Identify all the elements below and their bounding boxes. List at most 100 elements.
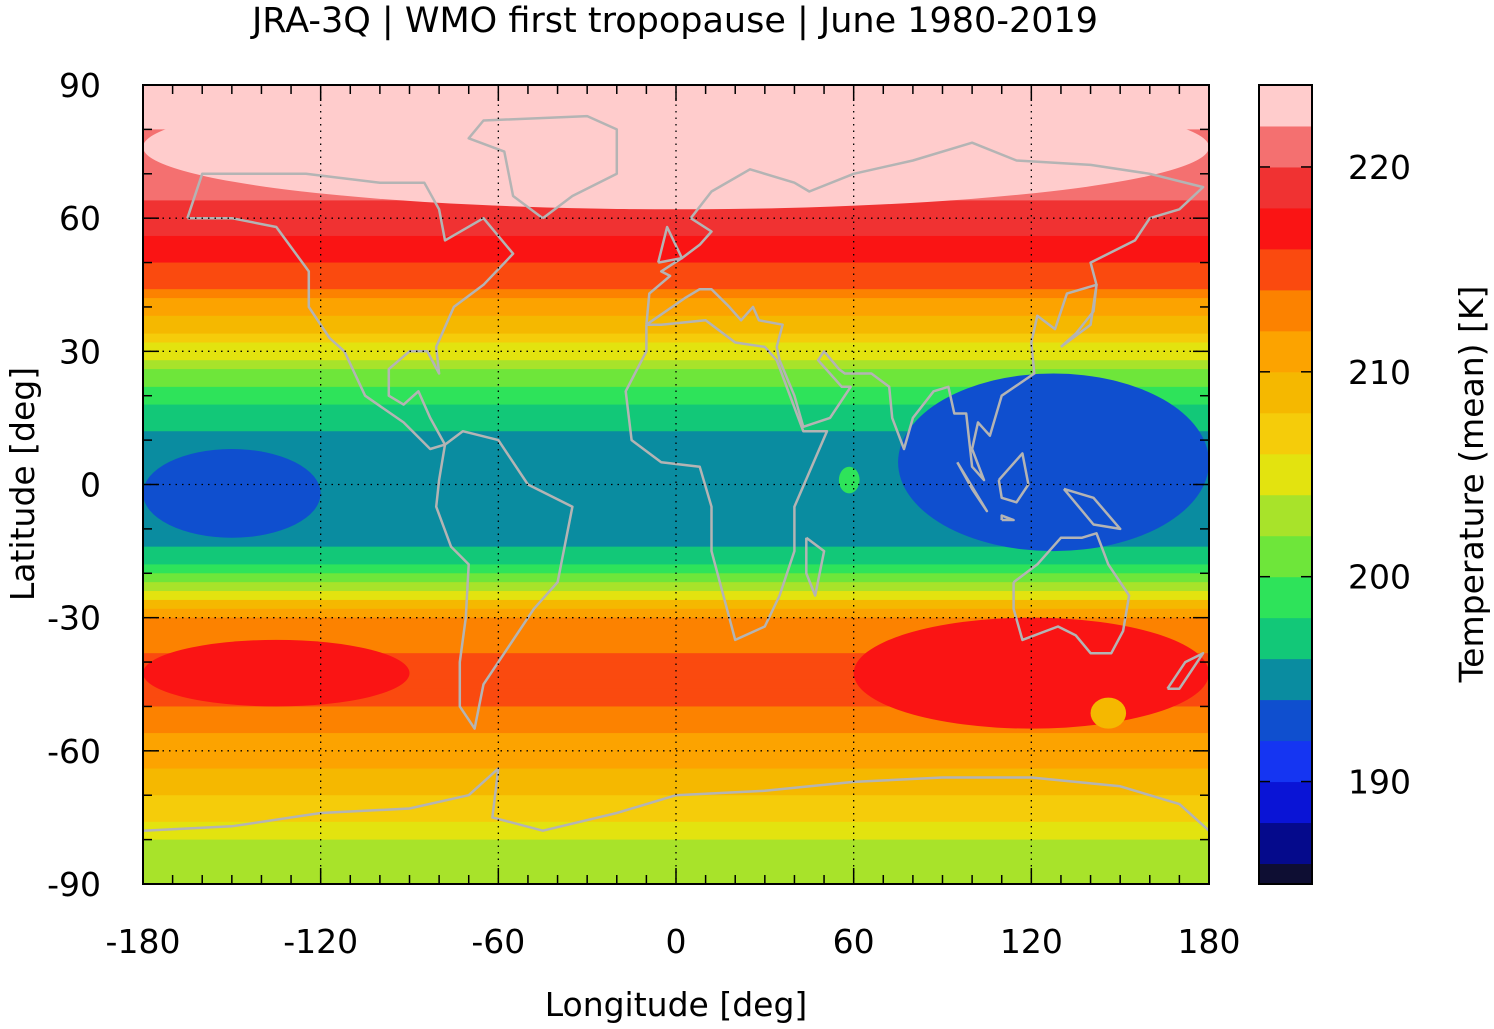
y-tick-label: -90 — [47, 865, 101, 904]
coastlines — [143, 114, 1209, 832]
x-tick-label: 180 — [1178, 922, 1241, 961]
coastline — [1012, 532, 1131, 655]
colorbar-level — [1259, 125, 1312, 168]
field-band — [143, 227, 1209, 237]
field-band — [143, 857, 1209, 867]
colorbar-level — [1259, 412, 1312, 455]
field-band — [143, 448, 1209, 459]
field-band — [143, 422, 1209, 432]
field-band — [143, 431, 1209, 441]
field-band — [143, 706, 1209, 716]
coastline — [1062, 487, 1122, 531]
field-band — [143, 537, 1209, 548]
field-band — [143, 777, 1209, 787]
field-band — [143, 804, 1209, 814]
field-band — [143, 635, 1209, 645]
colorbar-level — [1259, 658, 1312, 701]
x-tick-label: -180 — [106, 922, 181, 961]
colorbar-level — [1259, 863, 1312, 885]
x-axis-label: Longitude [deg] — [545, 985, 808, 1024]
coastline — [1060, 283, 1098, 348]
field-band — [143, 830, 1209, 841]
y-tick-label: 0 — [80, 466, 101, 505]
field-band — [143, 351, 1209, 361]
plot-frame — [142, 84, 1210, 885]
field-band — [143, 475, 1209, 486]
y-tick-label: 90 — [59, 66, 101, 105]
colorbar-tick-label: 200 — [1348, 558, 1411, 597]
y-tick-label: -60 — [47, 732, 101, 771]
field-band — [143, 466, 1209, 477]
field-band — [143, 244, 1209, 255]
y-tick-label: 60 — [59, 199, 101, 238]
colorbar-level — [1259, 740, 1312, 783]
field-band — [143, 786, 1209, 796]
coastline — [805, 536, 826, 597]
field-band — [143, 591, 1209, 601]
field-band — [143, 333, 1209, 344]
coastline — [656, 225, 684, 264]
y-axis-label: Latitude [deg] — [3, 367, 42, 601]
colorbar-level — [1259, 330, 1312, 373]
field-band — [143, 741, 1209, 752]
coastline — [467, 114, 619, 220]
x-tick-label: 60 — [833, 922, 875, 961]
field-feature — [838, 466, 860, 494]
colorbar-level — [1259, 207, 1312, 250]
colorbar-level — [1259, 453, 1312, 496]
chart-title: JRA-3Q | WMO first tropopause | June 198… — [250, 1, 1098, 41]
field-band — [143, 573, 1209, 583]
y-tick-labels: 90 60 30 0 -30 -60 -90 — [47, 66, 101, 904]
coastline — [956, 461, 989, 513]
field-band — [143, 280, 1209, 290]
coastline — [186, 172, 515, 451]
colorbar-level — [1259, 166, 1312, 209]
field-band — [143, 209, 1209, 219]
field-band — [143, 395, 1209, 406]
colorbar-level — [1259, 576, 1312, 619]
field-band — [143, 440, 1209, 450]
field-band — [143, 644, 1209, 654]
coastline — [1166, 651, 1205, 690]
field-band — [143, 342, 1209, 352]
x-tick-label: 120 — [1000, 922, 1063, 961]
field-feature — [853, 617, 1209, 729]
field-band — [143, 413, 1209, 423]
colorbar — [1259, 85, 1312, 885]
field-band — [143, 795, 1209, 805]
field-band — [143, 315, 1209, 326]
field-band — [143, 670, 1209, 681]
gridlines — [143, 85, 1209, 884]
coastline — [1000, 514, 1015, 522]
field-band — [143, 377, 1209, 388]
field-band — [143, 839, 1209, 850]
colorbar-ticks: 220 210 200 190 — [1259, 148, 1411, 802]
colorbar-tick-label: 190 — [1348, 763, 1411, 802]
field-band — [143, 235, 1209, 246]
y-tick-label: -30 — [47, 599, 101, 638]
colorbar-level — [1259, 535, 1312, 578]
field-feature — [143, 639, 410, 707]
field-band — [143, 546, 1209, 557]
x-tick-label: -60 — [471, 922, 525, 961]
field-band — [143, 564, 1209, 574]
coastline — [434, 429, 574, 730]
colorbar-level — [1259, 781, 1312, 824]
colorbar-level — [1259, 699, 1312, 742]
x-tick-label: -120 — [283, 922, 358, 961]
field-band — [143, 608, 1209, 619]
colorbar-level — [1259, 822, 1312, 865]
field-band — [143, 733, 1209, 743]
field-band — [143, 511, 1209, 521]
field-band — [143, 688, 1209, 699]
x-tick-labels: -180 -120 -60 0 60 120 180 — [106, 922, 1241, 961]
colorbar-tick-label: 220 — [1348, 148, 1411, 187]
field-band — [143, 306, 1209, 317]
field-band — [143, 812, 1209, 823]
field-feature — [1090, 697, 1127, 729]
field-feature — [898, 373, 1209, 552]
field-band — [143, 715, 1209, 725]
field-band — [143, 493, 1209, 503]
colorbar-level — [1259, 371, 1312, 414]
field-band — [143, 599, 1209, 610]
